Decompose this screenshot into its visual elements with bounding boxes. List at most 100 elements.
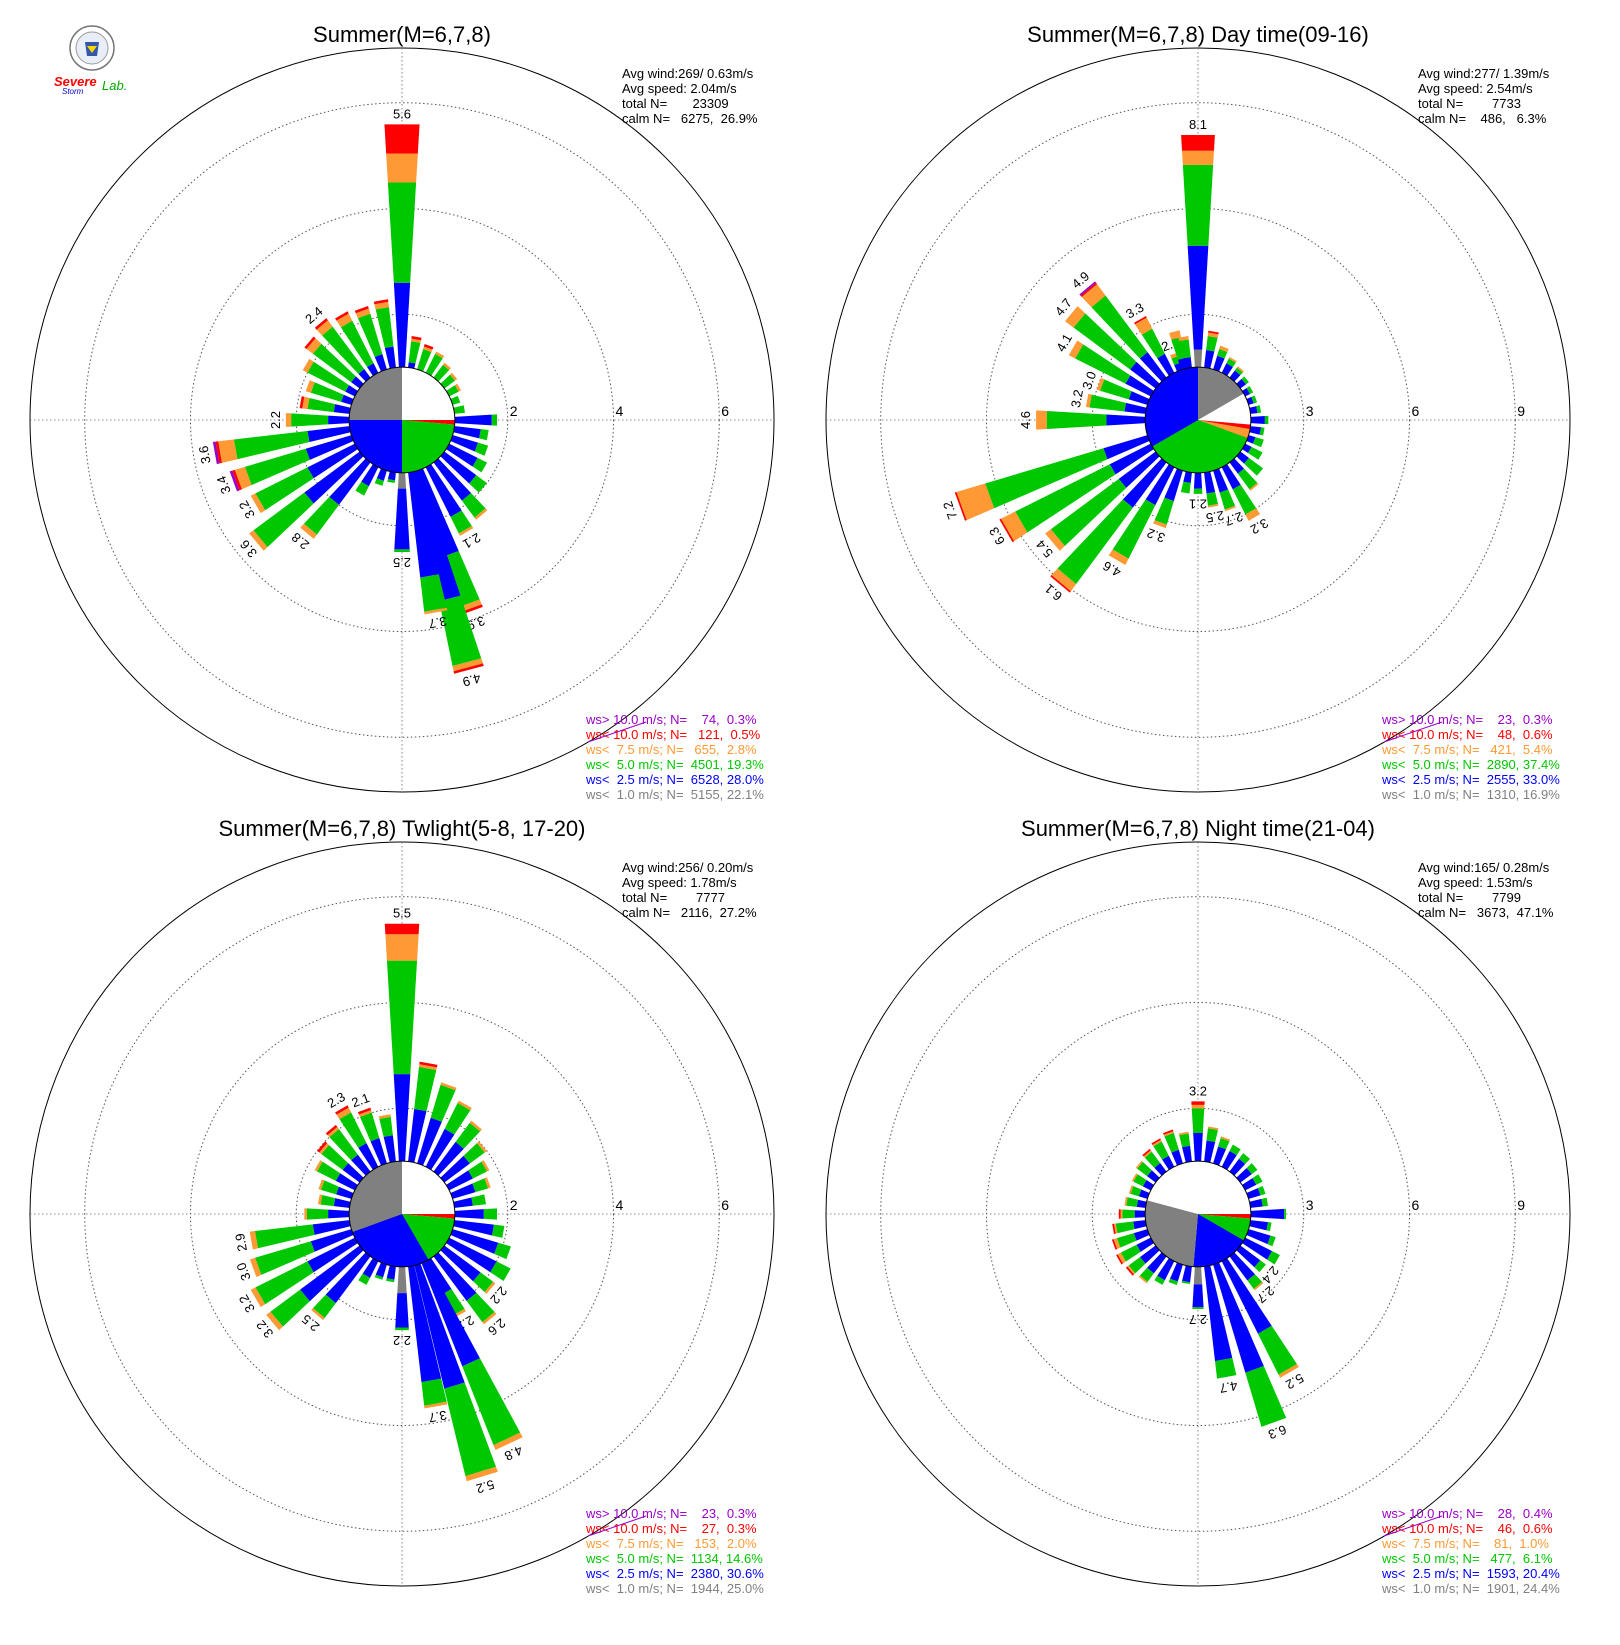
bar-segment-ws_lt_5 bbox=[386, 960, 418, 1075]
bar-segment-ws_lt_2_5 bbox=[1204, 349, 1215, 369]
bar-segment-ws_lt_2_5 bbox=[1249, 406, 1258, 414]
bar-segment-ws_lt_5 bbox=[340, 320, 374, 368]
bar-segment-ws_lt_7_5 bbox=[250, 1287, 266, 1308]
bar-segment-ws_lt_7_5 bbox=[285, 413, 292, 427]
bar-segment-ws_lt_7_5 bbox=[266, 1311, 283, 1331]
bar-segment-ws_lt_5 bbox=[374, 478, 384, 486]
ring-label: 4 bbox=[616, 403, 624, 419]
bar-segment-ws_lt_5 bbox=[387, 479, 396, 484]
bar-segment-ws_lt_5 bbox=[387, 182, 417, 283]
bar-segment-ws_lt_2_5 bbox=[440, 1226, 499, 1254]
bar-segment-ws_lt_5 bbox=[433, 364, 450, 382]
bar-segment-ws_lt_7_5 bbox=[458, 525, 474, 536]
bar-segment-ws_lt_10 bbox=[1116, 1254, 1123, 1265]
bar-segment-ws_lt_5 bbox=[307, 361, 350, 392]
bar-segment-ws_lt_2_5 bbox=[1193, 472, 1203, 489]
bar-segment-ws_lt_5 bbox=[1089, 394, 1126, 412]
bar-label: 8.1 bbox=[1189, 117, 1207, 132]
ring-label: 2 bbox=[510, 1197, 518, 1213]
legend-entry-ws_gt_10: ws> 10.0 m/s; N= 74, 0.3% bbox=[585, 712, 757, 727]
stats-line: calm N= 486, 6.3% bbox=[1418, 111, 1547, 126]
bar-segment-ws_lt_5 bbox=[1232, 484, 1257, 515]
bar-segment-ws_lt_7_5 bbox=[457, 1100, 472, 1111]
bar-segment-ws_lt_7_5 bbox=[454, 383, 462, 392]
bar-segment-ws_lt_7_5 bbox=[424, 1401, 448, 1409]
bar-segment-ws_lt_10 bbox=[384, 124, 420, 154]
bar-segment-ws_lt_10 bbox=[1163, 1129, 1174, 1135]
bar-label: 5.5 bbox=[393, 906, 411, 921]
bar-segment-ws_lt_2_5 bbox=[1246, 1188, 1261, 1199]
bar-segment-ws_lt_7_5 bbox=[474, 508, 488, 520]
bar-segment-ws_lt_5 bbox=[420, 574, 447, 612]
bar-segment-ws_lt_2_5 bbox=[1193, 1133, 1203, 1162]
bar-segment-ws_lt_7_5 bbox=[355, 308, 371, 319]
bar-label: 3.2 bbox=[1145, 525, 1167, 545]
calm-pie-ws_lt_1 bbox=[1145, 1200, 1198, 1267]
wind-bar-170: 3.7 bbox=[402, 420, 448, 632]
bar-segment-ws_lt_5 bbox=[450, 510, 472, 534]
bar-segment-ws_lt_7_5 bbox=[1113, 1238, 1121, 1249]
bar-segment-ws_lt_2_5 bbox=[1130, 361, 1160, 389]
bar-segment-ws_lt_2_5 bbox=[1246, 435, 1256, 444]
bar-segment-ws_lt_10 bbox=[317, 1141, 328, 1153]
bar-segment-ws_lt_5 bbox=[1168, 1278, 1178, 1285]
bar-segment-ws_lt_7_5 bbox=[1245, 508, 1261, 521]
bar-segment-ws_lt_2_5 bbox=[427, 450, 472, 501]
bar-segment-ws_lt_5 bbox=[455, 1122, 481, 1149]
bar-segment-ws_lt_10 bbox=[423, 343, 434, 350]
bar-segment-ws_lt_5 bbox=[1091, 295, 1148, 359]
legend-entry-ws_gt_10: ws> 10.0 m/s; N= 23, 0.3% bbox=[1381, 712, 1553, 727]
bar-segment-ws_lt_2_5 bbox=[1221, 1150, 1237, 1170]
bar-segment-ws_lt_5 bbox=[233, 430, 310, 460]
bar-segment-ws_lt_7_5 bbox=[336, 313, 353, 328]
legend-entry-ws_lt_5: ws< 5.0 m/s; N= 4501, 19.3% bbox=[585, 757, 764, 772]
bar-segment-ws_lt_7_5 bbox=[1113, 1223, 1118, 1234]
bar-segment-ws_lt_7_5 bbox=[493, 1432, 523, 1450]
calm-pie-white bbox=[1146, 1161, 1198, 1214]
bar-segment-ws_lt_7_5 bbox=[476, 1141, 487, 1153]
bar-segment-ws_lt_2_5 bbox=[1106, 414, 1146, 426]
bar-segment-ws_lt_2_5 bbox=[1157, 353, 1175, 376]
bar-segment-ws_lt_5 bbox=[320, 1180, 339, 1195]
bar-label: 4.8 bbox=[502, 1443, 525, 1464]
bar-label: 3.7 bbox=[427, 614, 447, 632]
bar-segment-ws_lt_10 bbox=[1208, 330, 1219, 335]
bar-segment-ws_lt_5 bbox=[357, 313, 383, 357]
bar-segment-ws_lt_10 bbox=[299, 396, 305, 409]
bar-segment-ws_lt_7_5 bbox=[336, 1107, 352, 1120]
bar-segment-ws_lt_5 bbox=[1153, 1141, 1169, 1160]
bar-segment-ws_lt_5 bbox=[255, 467, 314, 511]
bar-segment-ws_lt_5 bbox=[1259, 427, 1265, 436]
legend-entry-ws_lt_2_5: ws< 2.5 m/s; N= 2555, 33.0% bbox=[1381, 772, 1560, 787]
bar-segment-ws_lt_5 bbox=[270, 1289, 310, 1327]
bar-segment-ws_lt_2_5 bbox=[1109, 443, 1154, 475]
bar-segment-ws_lt_7_5 bbox=[1045, 529, 1065, 551]
bar-segment-ws_lt_2_5 bbox=[1142, 1180, 1154, 1191]
stats-line: total N= 7777 bbox=[622, 890, 725, 905]
bar-segment-ws_lt_10 bbox=[1111, 1239, 1118, 1250]
bar-segment-ws_lt_5 bbox=[1100, 379, 1132, 400]
bar-segment-ws_lt_5 bbox=[453, 405, 466, 414]
bar-segment-ws_lt_5 bbox=[450, 395, 461, 405]
legend-strike bbox=[587, 1515, 647, 1537]
bar-segment-ws_lt_2_5 bbox=[1136, 1199, 1147, 1208]
bar-segment-ws_lt_5 bbox=[1226, 358, 1236, 368]
stats-line: Avg wind:165/ 0.28m/s bbox=[1418, 860, 1550, 875]
bar-segment-ws_lt_7_5 bbox=[374, 301, 389, 310]
bar-segment-ws_lt_2_5 bbox=[325, 1244, 377, 1304]
bar-segment-ws_lt_5 bbox=[1180, 481, 1191, 494]
legend-entry-ws_lt_10: ws< 10.0 m/s; N= 27, 0.3% bbox=[585, 1521, 757, 1536]
legend-strike bbox=[587, 721, 647, 743]
bar-segment-ws_lt_2_5 bbox=[307, 1232, 367, 1273]
bar-segment-ws_lt_2_5 bbox=[329, 446, 380, 505]
bar-segment-ws_lt_2_5 bbox=[1213, 468, 1229, 493]
bar-segment-ws_lt_7_5 bbox=[318, 1179, 325, 1190]
bar-segment-ws_lt_2_5 bbox=[443, 1218, 494, 1236]
bar-segment-ws_lt_7_5 bbox=[1207, 504, 1219, 508]
bar-segment-ws_lt_7_5 bbox=[1081, 284, 1106, 308]
bar-segment-ws_lt_10 bbox=[1191, 1101, 1205, 1105]
bar-segment-ws_lt_5 bbox=[1256, 405, 1262, 414]
calm-circle bbox=[348, 366, 456, 474]
bar-segment-ws_lt_5 bbox=[1206, 335, 1218, 352]
ring-label: 6 bbox=[721, 1197, 729, 1213]
